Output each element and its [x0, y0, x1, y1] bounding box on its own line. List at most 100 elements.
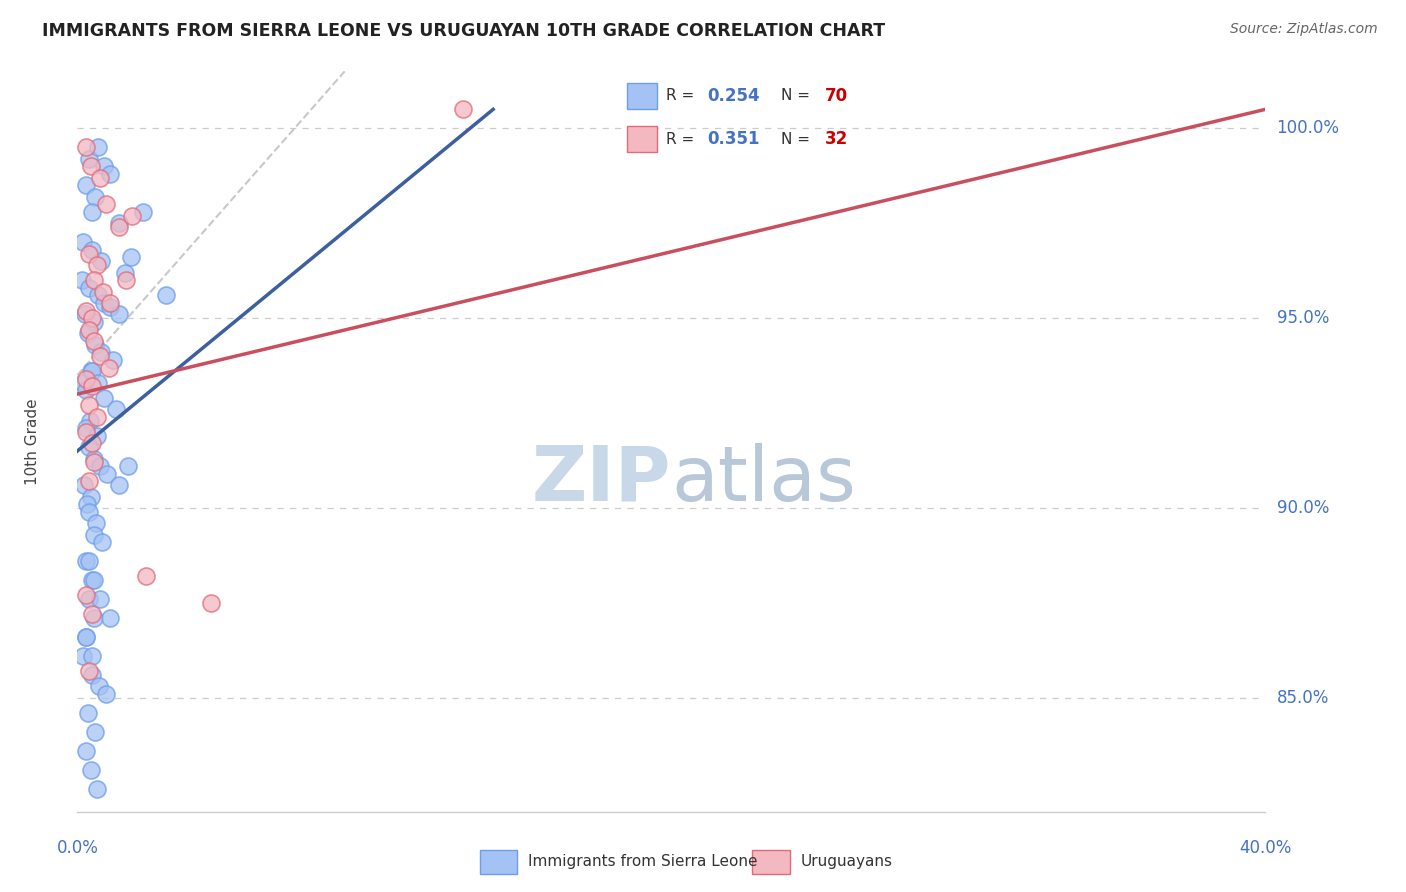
Point: [90, 535, 112, 549]
Point: [75, 303, 97, 318]
Text: N =: N =: [782, 88, 815, 103]
Point: [77, 505, 100, 519]
Point: [79, 414, 101, 428]
Point: [104, 402, 127, 417]
Point: [93, 159, 115, 173]
Text: R =: R =: [666, 132, 699, 147]
Point: [82, 243, 104, 257]
Point: [75, 384, 97, 398]
Point: [155, 288, 177, 302]
Point: [90, 254, 112, 268]
Point: [83, 451, 105, 466]
Point: [200, 596, 222, 610]
Point: [453, 103, 475, 117]
Point: [80, 648, 103, 663]
Point: [83, 527, 105, 541]
Point: [98, 167, 121, 181]
Point: [77, 475, 100, 489]
Point: [80, 436, 103, 450]
Point: [98, 611, 121, 625]
Point: [75, 425, 97, 439]
Text: 85.0%: 85.0%: [1277, 689, 1329, 706]
Point: [98, 296, 121, 310]
Point: [87, 140, 110, 154]
Point: [75, 372, 97, 386]
Point: [114, 266, 136, 280]
Point: [89, 170, 111, 185]
Point: [82, 364, 104, 378]
Text: 0.351: 0.351: [707, 130, 759, 148]
Point: [86, 409, 108, 424]
Point: [76, 497, 98, 511]
Point: [86, 781, 108, 796]
Point: [77, 246, 100, 260]
Point: [76, 326, 98, 341]
Point: [91, 285, 114, 299]
Bar: [627, 126, 657, 153]
Point: [75, 554, 97, 568]
Point: [72, 376, 94, 390]
Point: [80, 763, 103, 777]
Point: [80, 311, 103, 326]
Point: [83, 273, 105, 287]
Point: [83, 455, 105, 469]
Point: [87, 288, 110, 302]
Text: 10th Grade: 10th Grade: [25, 398, 41, 485]
Point: [77, 399, 100, 413]
Text: IMMIGRANTS FROM SIERRA LEONE VS URUGUAYAN 10TH GRADE CORRELATION CHART: IMMIGRANTS FROM SIERRA LEONE VS URUGUAYA…: [42, 22, 886, 40]
Point: [96, 467, 118, 481]
Point: [83, 725, 105, 739]
Point: [75, 588, 97, 602]
Point: [83, 573, 105, 587]
Point: [89, 459, 111, 474]
Point: [131, 204, 153, 219]
Point: [75, 421, 97, 435]
Point: [76, 706, 98, 720]
Text: 95.0%: 95.0%: [1277, 310, 1329, 327]
Point: [70, 273, 93, 287]
Point: [77, 554, 100, 568]
Point: [101, 352, 124, 367]
Text: ZIP: ZIP: [531, 442, 672, 516]
Text: 0.254: 0.254: [707, 87, 759, 104]
Point: [98, 300, 121, 314]
Text: 0.0%: 0.0%: [56, 839, 98, 857]
Text: N =: N =: [782, 132, 815, 147]
Point: [80, 668, 103, 682]
Point: [83, 334, 105, 348]
Point: [84, 189, 107, 203]
Point: [80, 379, 103, 393]
Point: [80, 159, 103, 173]
Text: 100.0%: 100.0%: [1277, 120, 1340, 137]
Point: [77, 152, 100, 166]
Point: [77, 665, 100, 679]
Point: [77, 281, 100, 295]
Point: [108, 220, 131, 235]
Bar: [627, 83, 657, 109]
Text: 40.0%: 40.0%: [1239, 839, 1292, 857]
Point: [72, 648, 94, 663]
Point: [117, 459, 139, 474]
Point: [120, 251, 142, 265]
Point: [80, 607, 103, 622]
Point: [75, 630, 97, 644]
Text: Immigrants from Sierra Leone: Immigrants from Sierra Leone: [529, 855, 758, 869]
Point: [75, 178, 97, 193]
Point: [108, 478, 131, 492]
Point: [75, 140, 97, 154]
Point: [84, 516, 107, 531]
Text: R =: R =: [666, 88, 699, 103]
Point: [94, 687, 117, 701]
Point: [77, 440, 100, 454]
Text: 70: 70: [825, 87, 848, 104]
Point: [73, 307, 96, 321]
Point: [72, 235, 94, 250]
Point: [89, 349, 111, 363]
Text: Uruguayans: Uruguayans: [800, 855, 893, 869]
Text: 32: 32: [825, 130, 849, 148]
Point: [86, 258, 108, 272]
Point: [108, 216, 131, 230]
Point: [94, 197, 117, 211]
Point: [75, 744, 97, 758]
Point: [93, 391, 115, 405]
